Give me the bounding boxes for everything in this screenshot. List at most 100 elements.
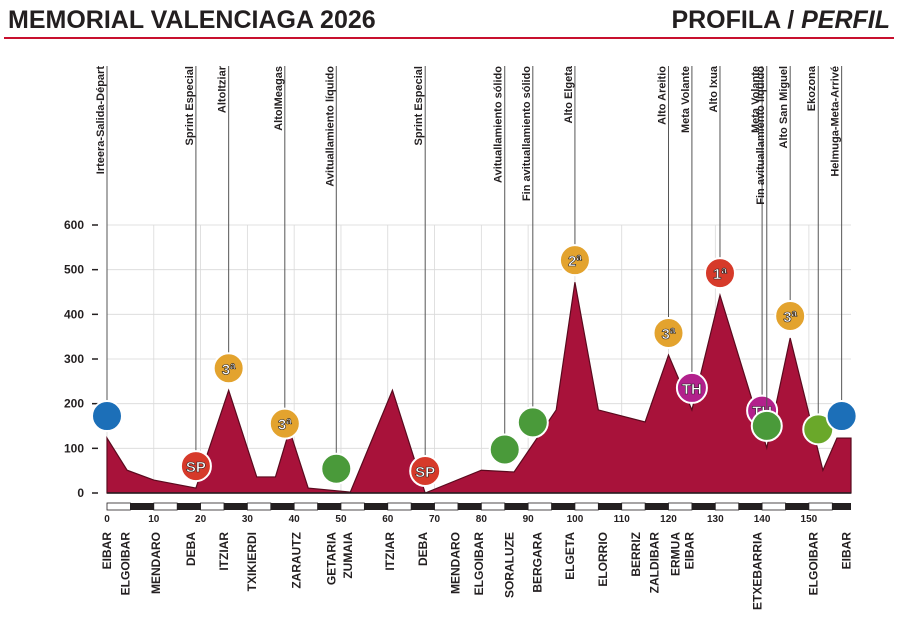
subtitle: PROFILA / — [671, 6, 794, 34]
km-band — [621, 502, 646, 511]
badge-text: SP — [415, 464, 435, 481]
km-band — [223, 503, 248, 510]
x-tick-label: 150 — [801, 514, 818, 525]
poi-label: AltoIMeagas — [273, 66, 285, 131]
poi-label: Avituallamiento líquido — [324, 66, 336, 187]
poi-label: Fin avituallamiento líquido — [755, 66, 767, 205]
badge-circle — [750, 409, 783, 442]
town-label: ZALDIBAR — [647, 532, 661, 594]
town-label: ERMUA — [669, 532, 683, 576]
badge-circle — [91, 400, 123, 433]
chart-title: MEMORIAL VALENCIAGA 2026 — [8, 6, 376, 34]
poi-badge — [750, 409, 783, 442]
km-band — [527, 502, 552, 511]
poi-label: Irteera-Salida-Départ — [95, 66, 107, 175]
km-band — [106, 502, 131, 511]
town-label: EIBAR — [683, 532, 697, 570]
x-tick-label: 110 — [614, 514, 631, 525]
km-band — [598, 503, 622, 510]
badge-text: TH — [682, 381, 702, 398]
km-band — [270, 503, 295, 510]
town-label: ELGOIBAR — [807, 532, 821, 596]
km-band — [668, 502, 693, 511]
x-tick-label: 20 — [195, 514, 207, 525]
badge-circle — [516, 406, 549, 439]
town-label: BERRIZ — [629, 532, 643, 577]
x-tick-label: 100 — [567, 514, 584, 525]
y-tick-label: 400 — [64, 307, 84, 321]
x-tick-label: 0 — [104, 514, 110, 525]
town-label: ELGOIBAR — [472, 532, 486, 596]
km-band — [340, 502, 365, 511]
badge-text: 3ª — [222, 361, 236, 378]
poi-badge: 3ª — [652, 316, 685, 349]
km-band — [832, 503, 851, 510]
km-band — [785, 503, 809, 510]
poi-label: Sprint Especial — [413, 66, 425, 145]
poi-label: Helmuga-Meta-Arrivé — [830, 66, 842, 177]
km-band — [738, 503, 763, 510]
town-label: MENDARO — [149, 532, 163, 594]
town-label: ETXEBARRIA — [750, 532, 764, 610]
km-band — [200, 502, 225, 511]
town-label: DEBA — [184, 532, 198, 566]
town-label: BERGARA — [530, 532, 544, 593]
x-tick-label: 130 — [707, 514, 724, 525]
poi-badge: SP — [409, 455, 442, 487]
y-tick-label: 200 — [64, 397, 84, 411]
poi-badge: 1ª — [703, 257, 736, 290]
km-band — [411, 503, 435, 510]
poi-label: Meta Volante — [750, 66, 762, 133]
town-label: ELORRIO — [596, 532, 610, 587]
elevation-area — [106, 282, 852, 494]
y-tick-label: 0 — [77, 486, 84, 500]
town-label: DEBA — [416, 532, 430, 566]
km-band — [551, 503, 575, 510]
km-band — [317, 503, 341, 510]
km-band — [574, 502, 599, 511]
poi-badge — [825, 400, 858, 433]
badge-text: 3ª — [662, 326, 676, 343]
badge-text: 3ª — [278, 417, 292, 434]
km-band — [434, 502, 459, 511]
poi-label: Fin avituallamiento sólido — [521, 66, 533, 201]
poi-badge: 3ª — [212, 352, 245, 385]
town-label: TXIKIERDI — [245, 532, 259, 591]
km-band — [364, 503, 388, 510]
badge-circle — [488, 433, 521, 466]
poi-label: AltoItziar — [217, 65, 229, 113]
x-tick-label: 90 — [523, 514, 535, 525]
badge-circle — [774, 300, 807, 333]
town-label: ZUMAIA — [341, 532, 355, 579]
badge-circle — [558, 244, 591, 277]
poi-label: Alto Areitio — [657, 66, 669, 125]
town-label: GETARIA — [325, 532, 339, 585]
badge-circle — [409, 455, 442, 487]
km-band — [480, 502, 506, 511]
poi-badge: 3ª — [268, 407, 301, 440]
town-label: EIBAR — [100, 532, 114, 570]
poi-badge: SP — [179, 450, 212, 483]
poi-label: Sprint Especial — [184, 66, 196, 145]
poi-label: Ekozona — [806, 65, 818, 111]
badge-circle — [179, 450, 212, 483]
poi-badge — [488, 433, 521, 466]
x-tick-label: 60 — [382, 514, 394, 525]
x-tick-label: 10 — [148, 514, 160, 525]
poi-badge: TH — [675, 371, 708, 404]
subtitle-italic: PERFIL — [801, 6, 890, 34]
town-label: ELGOIBAR — [119, 532, 133, 596]
km-band — [177, 503, 201, 510]
km-band — [504, 503, 529, 510]
x-tick-label: 140 — [754, 514, 771, 525]
km-band — [691, 503, 716, 510]
badge-circle — [825, 400, 858, 433]
town-label: SORALUZE — [502, 532, 516, 598]
y-tick-label: 500 — [64, 263, 84, 277]
badge-circle — [212, 352, 245, 385]
x-tick-label: 120 — [660, 514, 677, 525]
km-band — [130, 503, 154, 510]
town-label: MENDARO — [449, 532, 463, 594]
